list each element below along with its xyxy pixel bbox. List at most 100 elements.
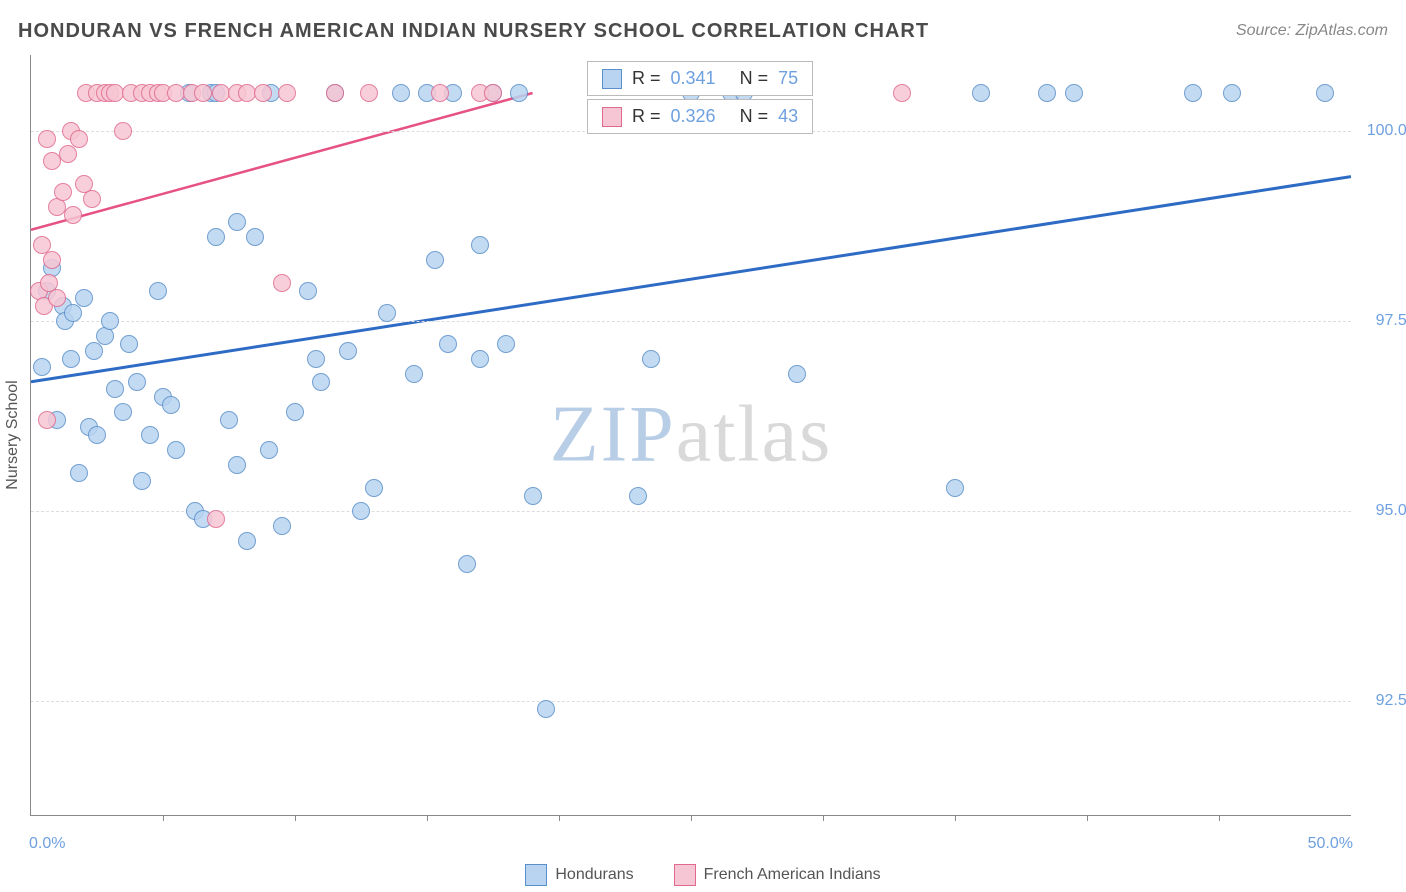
trend-line <box>31 177 1351 382</box>
data-point <box>629 487 647 505</box>
data-point <box>88 426 106 444</box>
data-point <box>273 274 291 292</box>
y-tick-label: 100.0% <box>1367 122 1406 140</box>
y-tick-label: 95.0% <box>1376 502 1406 520</box>
data-point <box>228 456 246 474</box>
data-point <box>133 472 151 490</box>
data-point <box>83 190 101 208</box>
data-point <box>48 289 66 307</box>
x-tick <box>691 815 692 821</box>
data-point <box>38 411 56 429</box>
data-point <box>220 411 238 429</box>
data-point <box>207 510 225 528</box>
data-point <box>392 84 410 102</box>
data-point <box>64 304 82 322</box>
data-point <box>278 84 296 102</box>
x-tick <box>1087 815 1088 821</box>
source-label: Source: ZipAtlas.com <box>1236 22 1388 40</box>
x-tick <box>955 815 956 821</box>
data-point <box>114 403 132 421</box>
chart-title: HONDURAN VS FRENCH AMERICAN INDIAN NURSE… <box>18 20 929 43</box>
data-point <box>431 84 449 102</box>
data-point <box>114 122 132 140</box>
scatter-plot: ZIPatlas Nursery School 0.0% 50.0% 92.5%… <box>30 55 1351 816</box>
data-point <box>260 441 278 459</box>
data-point <box>101 312 119 330</box>
data-point <box>59 145 77 163</box>
data-point <box>254 84 272 102</box>
x-tick <box>427 815 428 821</box>
data-point <box>106 380 124 398</box>
x-axis-min-label: 0.0% <box>29 835 65 853</box>
data-point <box>273 517 291 535</box>
data-point <box>426 251 444 269</box>
data-point <box>286 403 304 421</box>
data-point <box>972 84 990 102</box>
trend-line <box>31 93 533 230</box>
data-point <box>228 213 246 231</box>
data-point <box>70 464 88 482</box>
watermark: ZIPatlas <box>550 390 833 481</box>
legend-item: French American Indians <box>674 864 881 886</box>
x-tick <box>163 815 164 821</box>
y-axis-label: Nursery School <box>4 380 22 489</box>
data-point <box>893 84 911 102</box>
data-point <box>946 479 964 497</box>
correlation-stats: R =0.341N =75 <box>587 61 813 96</box>
data-point <box>64 206 82 224</box>
gridline <box>31 321 1351 322</box>
data-point <box>70 130 88 148</box>
legend-item: Hondurans <box>525 864 633 886</box>
data-point <box>524 487 542 505</box>
y-tick-label: 92.5% <box>1376 692 1406 710</box>
legend: Hondurans French American Indians <box>0 864 1406 886</box>
x-tick <box>823 815 824 821</box>
data-point <box>312 373 330 391</box>
data-point <box>1038 84 1056 102</box>
data-point <box>497 335 515 353</box>
data-point <box>75 289 93 307</box>
data-point <box>510 84 528 102</box>
data-point <box>194 84 212 102</box>
data-point <box>405 365 423 383</box>
data-point <box>326 84 344 102</box>
data-point <box>471 350 489 368</box>
data-point <box>246 228 264 246</box>
data-point <box>484 84 502 102</box>
x-tick <box>295 815 296 821</box>
data-point <box>54 183 72 201</box>
correlation-stats: R =0.326N =43 <box>587 99 813 134</box>
data-point <box>458 555 476 573</box>
data-point <box>43 251 61 269</box>
data-point <box>537 700 555 718</box>
x-axis-max-label: 50.0% <box>1308 835 1353 853</box>
x-tick <box>1219 815 1220 821</box>
data-point <box>378 304 396 322</box>
data-point <box>352 502 370 520</box>
gridline <box>31 511 1351 512</box>
data-point <box>1065 84 1083 102</box>
data-point <box>365 479 383 497</box>
data-point <box>38 130 56 148</box>
data-point <box>238 532 256 550</box>
data-point <box>439 335 457 353</box>
data-point <box>128 373 146 391</box>
data-point <box>339 342 357 360</box>
data-point <box>1316 84 1334 102</box>
x-tick <box>559 815 560 821</box>
data-point <box>307 350 325 368</box>
data-point <box>471 236 489 254</box>
y-tick-label: 97.5% <box>1376 312 1406 330</box>
data-point <box>360 84 378 102</box>
data-point <box>33 358 51 376</box>
data-point <box>149 282 167 300</box>
data-point <box>642 350 660 368</box>
data-point <box>62 350 80 368</box>
data-point <box>1184 84 1202 102</box>
data-point <box>299 282 317 300</box>
data-point <box>85 342 103 360</box>
data-point <box>207 228 225 246</box>
data-point <box>162 396 180 414</box>
data-point <box>1223 84 1241 102</box>
gridline <box>31 701 1351 702</box>
